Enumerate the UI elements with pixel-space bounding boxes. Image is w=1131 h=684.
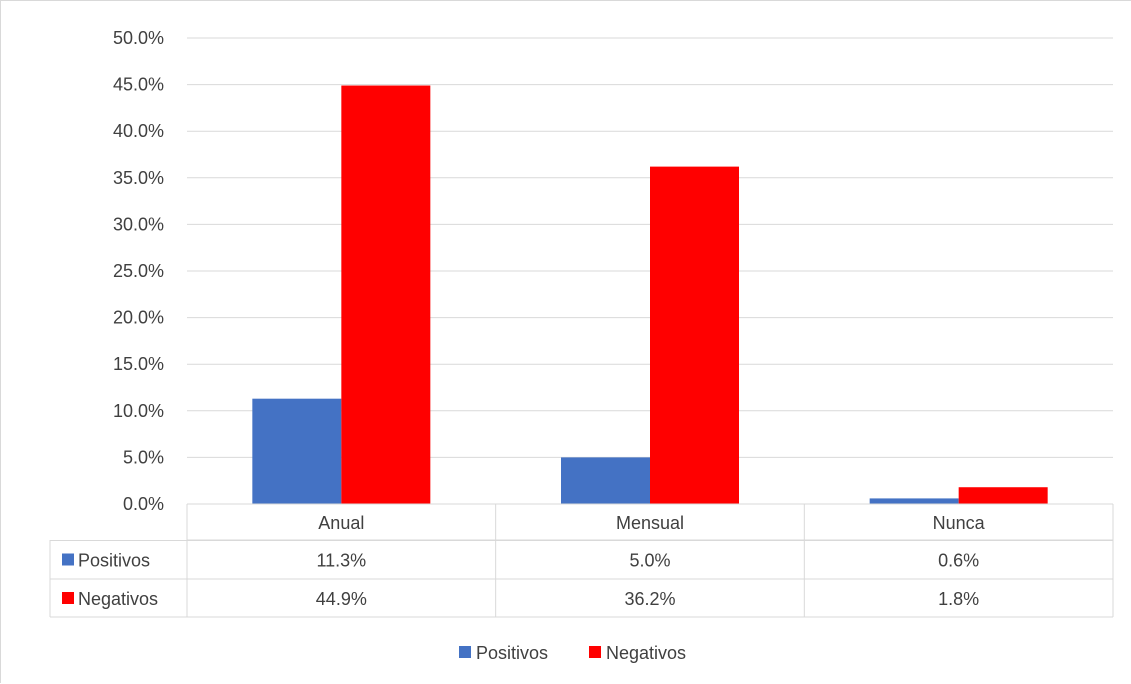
- data-label: 36.2%: [624, 589, 675, 609]
- series-key-swatch: [62, 592, 74, 604]
- category-label: Mensual: [616, 513, 684, 533]
- bar-negativos-nunca: [958, 487, 1048, 504]
- y-tick-label: 25.0%: [113, 261, 164, 281]
- data-label: 44.9%: [316, 589, 367, 609]
- y-tick-label: 30.0%: [113, 214, 164, 234]
- bars: [252, 85, 1048, 505]
- y-tick-label: 5.0%: [123, 447, 164, 467]
- y-tick-label: 0.0%: [123, 494, 164, 514]
- bar-negativos-mensual: [650, 166, 739, 504]
- data-label: 0.6%: [938, 551, 979, 571]
- category-label: Nunca: [933, 513, 986, 533]
- data-label: 1.8%: [938, 589, 979, 609]
- series-key-label: Negativos: [78, 589, 158, 609]
- series-key-swatch: [62, 553, 74, 566]
- y-tick-label: 50.0%: [113, 28, 164, 48]
- legend-swatch: [459, 646, 471, 658]
- bar-positivos-mensual: [561, 457, 650, 504]
- series-key-label: Positivos: [78, 551, 150, 571]
- y-tick-label: 10.0%: [113, 401, 164, 421]
- y-tick-label: 40.0%: [113, 121, 164, 141]
- legend-label: Negativos: [606, 643, 686, 663]
- legend: Positivos Negativos: [459, 643, 686, 663]
- data-label: 11.3%: [316, 551, 366, 571]
- bar-positivos-anual: [252, 398, 342, 504]
- legend-label: Positivos: [476, 643, 548, 663]
- data-table: Anual Mensual Nunca Positivos 11.3% 5.0% 0.6% N…: [49, 503, 1114, 618]
- data-label: 5.0%: [629, 551, 670, 571]
- category-label: Anual: [318, 513, 364, 533]
- bar-negativos-anual: [341, 85, 431, 505]
- legend-swatch: [589, 646, 601, 658]
- y-tick-label: 45.0%: [113, 75, 164, 95]
- bar-positivos-nunca: [869, 498, 959, 504]
- y-tick-label: 15.0%: [113, 354, 164, 374]
- y-axis: 0.0% 5.0% 10.0% 15.0% 20.0% 25.0% 30.0% 35.0% 40…: [113, 28, 164, 514]
- y-tick-label: 20.0%: [113, 308, 164, 328]
- y-tick-label: 35.0%: [113, 168, 164, 188]
